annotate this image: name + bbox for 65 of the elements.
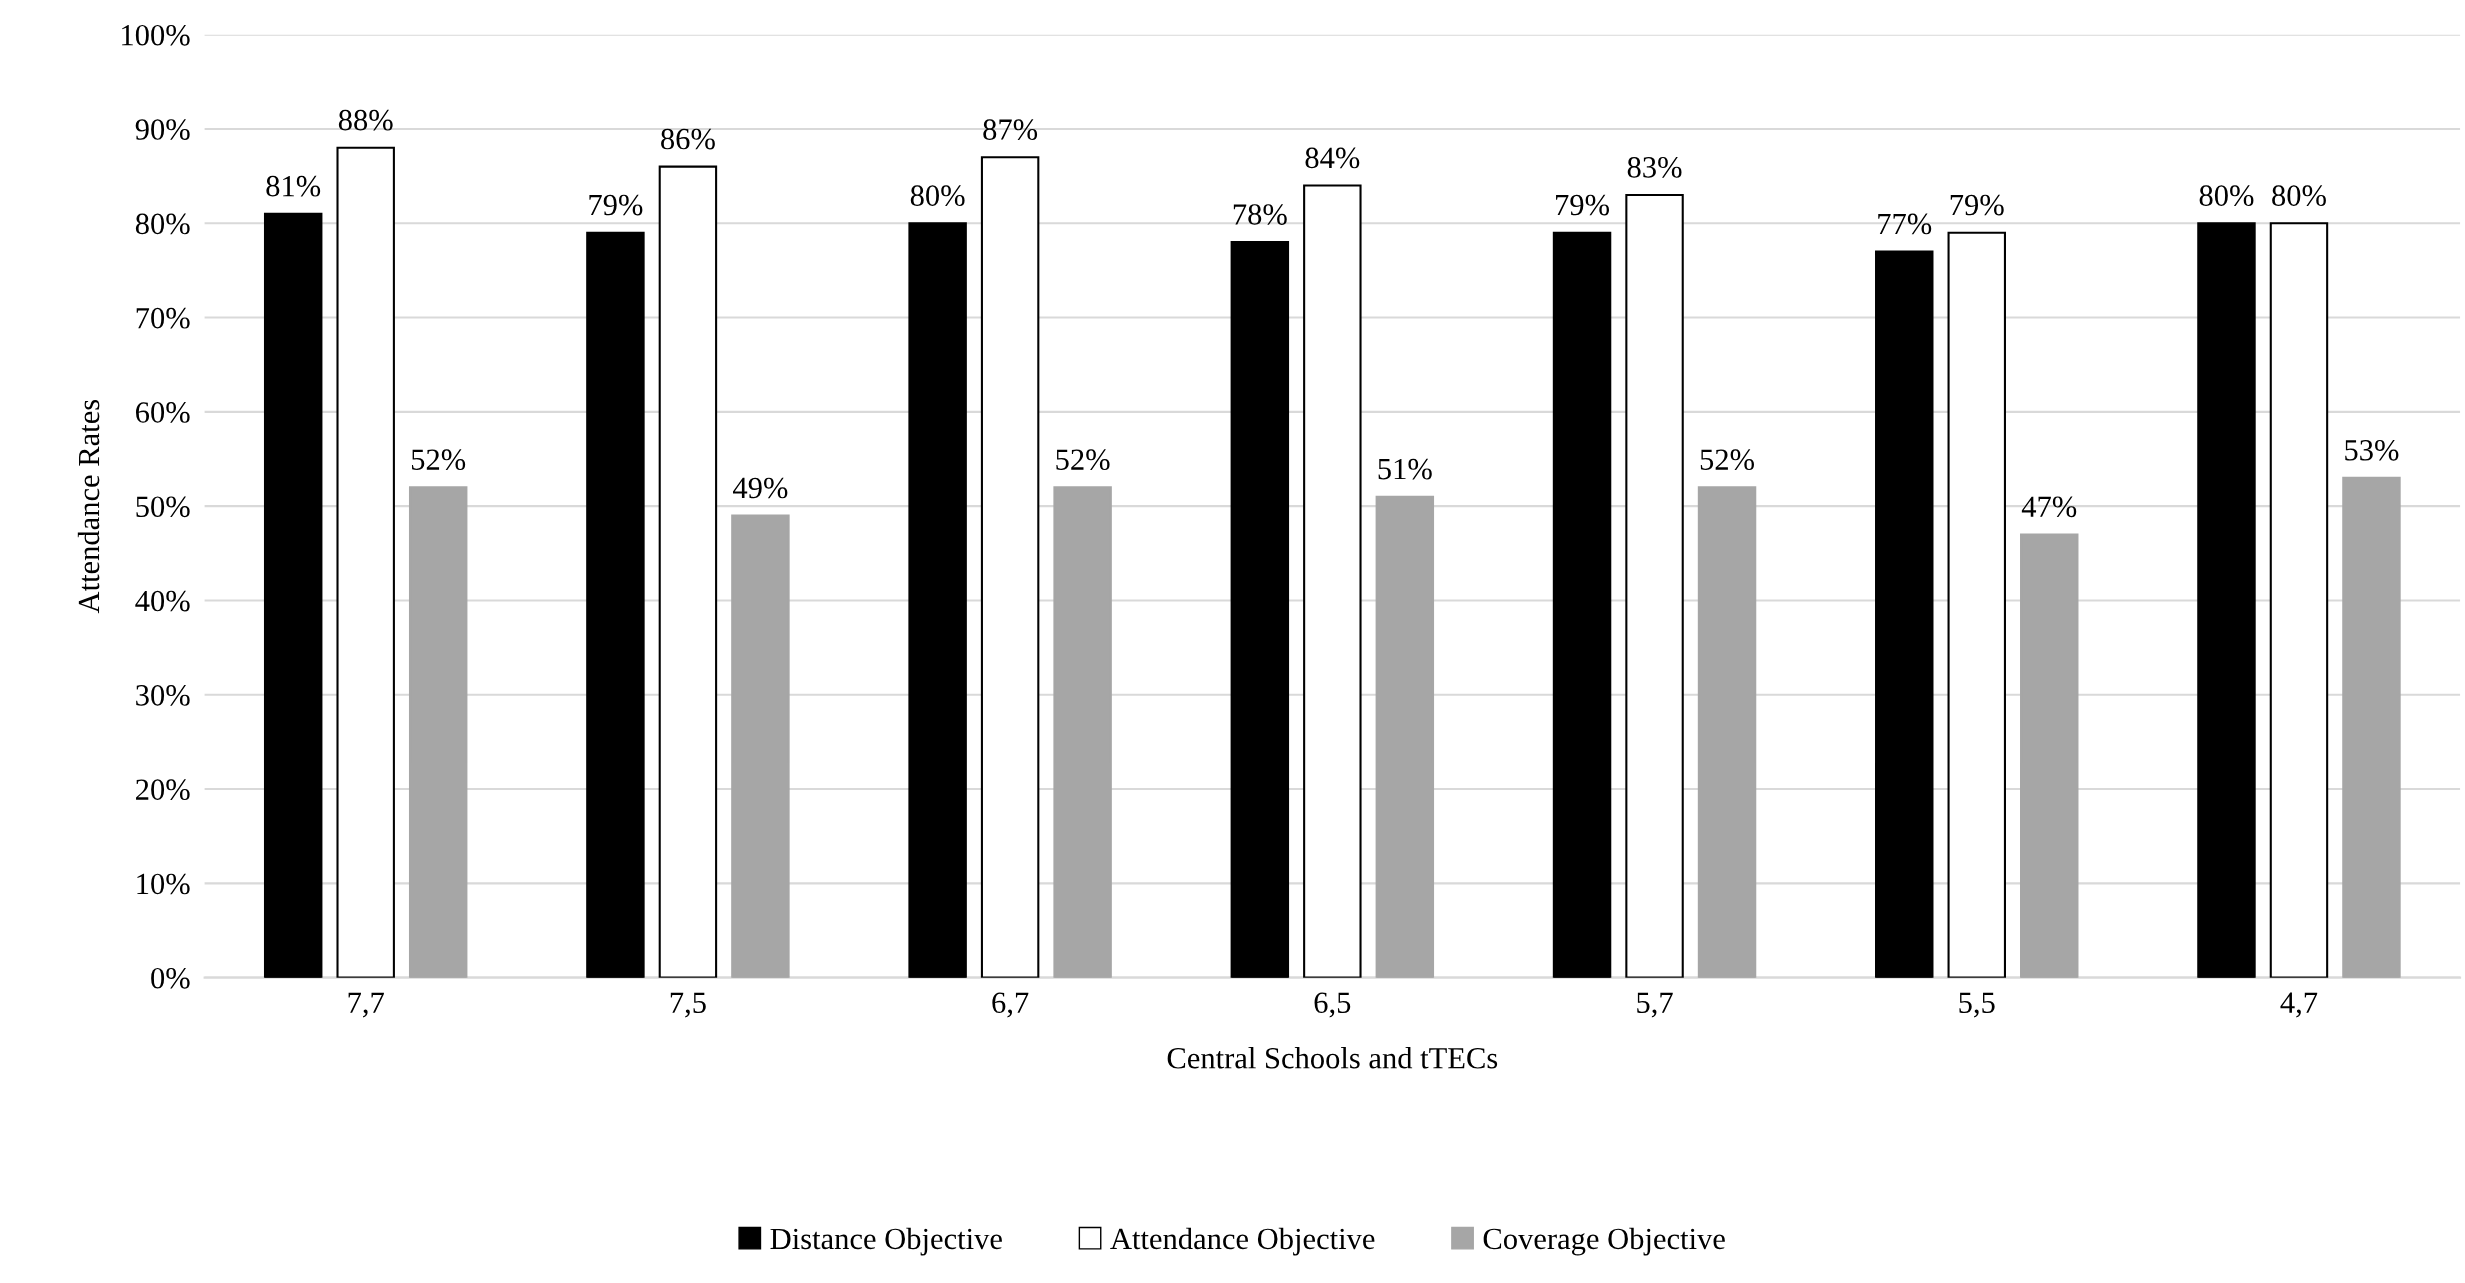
y-tick-label: 50% — [136, 496, 190, 518]
data-label: 84% — [1305, 147, 1360, 169]
data-label: 81% — [266, 175, 321, 197]
y-tick-label: 60% — [136, 402, 190, 423]
data-label: 49% — [733, 477, 788, 499]
bar — [1230, 241, 1290, 978]
bar — [1875, 250, 1934, 978]
bar — [336, 146, 395, 978]
bar — [1625, 193, 1684, 978]
y-tick-label: 10% — [137, 873, 190, 895]
y-tick-label: 20% — [136, 779, 190, 801]
data-label: 79% — [589, 194, 643, 216]
bar — [980, 156, 1040, 978]
x-tick-label: 6,5 — [1314, 992, 1351, 1018]
bar — [2269, 222, 2329, 978]
y-tick-label: 80% — [135, 213, 190, 235]
bar — [2020, 533, 2079, 978]
y-tick-label: 100% — [122, 24, 190, 46]
bar — [1947, 231, 2006, 978]
data-label: 52% — [1056, 449, 1110, 471]
legend-label: Attendance Objective — [1110, 1227, 1375, 1256]
data-label: 52% — [411, 449, 466, 471]
data-label: 47% — [2021, 496, 2077, 518]
data-label: 88% — [338, 109, 393, 131]
bar — [1303, 184, 1362, 978]
data-label: 83% — [1627, 157, 1682, 178]
data-label: 52% — [1700, 449, 1754, 471]
x-tick-label: 4,7 — [2280, 992, 2318, 1018]
bar — [586, 231, 645, 978]
data-label: 87% — [983, 119, 1038, 141]
bar — [658, 165, 718, 978]
data-label: 51% — [1378, 458, 1432, 480]
data-label: 79% — [1950, 194, 2004, 216]
x-tick-label: 7,5 — [670, 992, 706, 1018]
bar — [1375, 495, 1435, 978]
y-tick-label: 30% — [136, 685, 190, 706]
legend-label: Distance Objective — [770, 1227, 1002, 1256]
y-tick-label: 40% — [135, 590, 190, 612]
data-label: 78% — [1233, 204, 1287, 225]
x-tick-label: 5,7 — [1637, 992, 1673, 1018]
data-label: 80% — [2272, 185, 2326, 207]
data-label: 77% — [1878, 213, 1932, 235]
data-label: 86% — [661, 128, 715, 150]
y-tick-label: 0% — [151, 967, 190, 989]
y-tick-label: 70% — [136, 307, 190, 329]
x-tick-label: 7,7 — [348, 992, 384, 1018]
bar — [1697, 486, 1757, 978]
data-label: 79% — [1556, 194, 1610, 216]
data-label: 80% — [910, 185, 965, 207]
bar — [263, 212, 323, 978]
y-tick-label: 90% — [135, 119, 190, 140]
bar — [408, 486, 468, 978]
bar — [1552, 231, 1612, 978]
data-label: 80% — [2199, 185, 2254, 207]
x-axis-title: Central Schools and tTECs — [1167, 1047, 1498, 1069]
bar — [908, 222, 967, 978]
legend-label: Coverage Objective — [1483, 1227, 1725, 1256]
y-axis-title: Attendance Rates — [77, 399, 100, 614]
data-label: 53% — [2345, 439, 2399, 461]
bar — [2342, 476, 2401, 978]
x-tick-label: 5,5 — [1959, 992, 1995, 1018]
bar — [1053, 486, 1112, 978]
bar — [731, 514, 790, 978]
x-tick-label: 6,7 — [992, 992, 1029, 1018]
bar — [2197, 222, 2256, 978]
